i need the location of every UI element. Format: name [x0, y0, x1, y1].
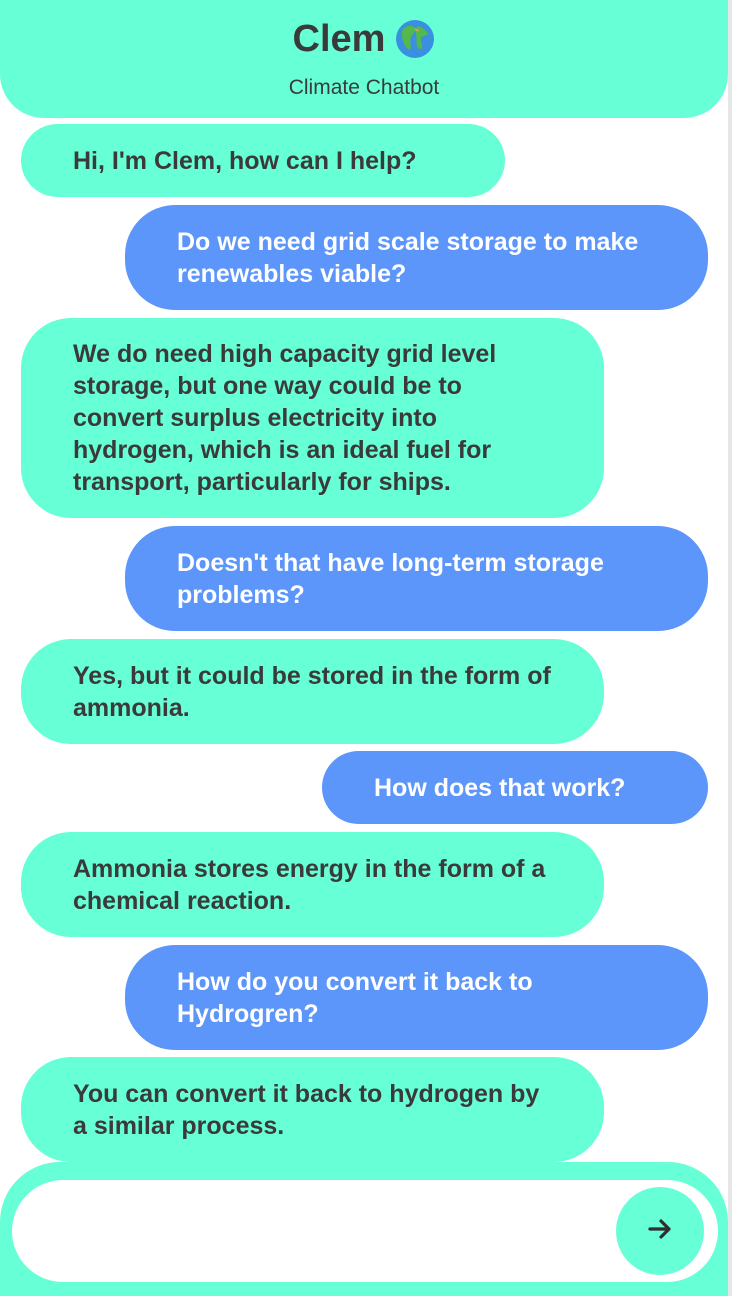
- scrollbar-track[interactable]: [728, 0, 732, 1296]
- message-text: You can convert it back to hydrogen by a…: [73, 1079, 540, 1140]
- title-row: Clem: [0, 14, 728, 64]
- bot-message: You can convert it back to hydrogen by a…: [21, 1057, 604, 1162]
- message-text: How do you convert it back to Hydrogren?: [177, 967, 533, 1028]
- user-message: How does that work?: [322, 751, 708, 824]
- bot-message: Yes, but it could be stored in the form …: [21, 639, 604, 744]
- send-button[interactable]: [616, 1187, 704, 1275]
- message-text: Hi, I'm Clem, how can I help?: [73, 146, 417, 175]
- message-text: We do need high capacity grid level stor…: [73, 340, 497, 496]
- bot-message: Hi, I'm Clem, how can I help?: [21, 124, 505, 197]
- chat-header: Clem Climate Chatbot: [0, 0, 728, 118]
- user-message: Doesn't that have long-term storage prob…: [125, 526, 708, 631]
- arrow-right-icon: [645, 1214, 675, 1249]
- message-text: Ammonia stores energy in the form of a c…: [73, 854, 546, 915]
- message-text: Doesn't that have long-term storage prob…: [177, 548, 604, 609]
- app-subtitle: Climate Chatbot: [288, 76, 440, 99]
- message-text: Yes, but it could be stored in the form …: [73, 661, 551, 722]
- app-title: Clem: [292, 17, 386, 60]
- user-message: Do we need grid scale storage to make re…: [125, 205, 708, 310]
- user-message: How do you convert it back to Hydrogren?: [125, 945, 708, 1050]
- bot-message: Ammonia stores energy in the form of a c…: [21, 832, 604, 937]
- message-text: How does that work?: [374, 773, 626, 802]
- message-input[interactable]: [42, 1200, 602, 1260]
- message-input-wrapper: [12, 1180, 718, 1282]
- message-text: Do we need grid scale storage to make re…: [177, 227, 639, 288]
- globe-icon: [395, 19, 435, 59]
- bot-message: We do need high capacity grid level stor…: [21, 318, 604, 518]
